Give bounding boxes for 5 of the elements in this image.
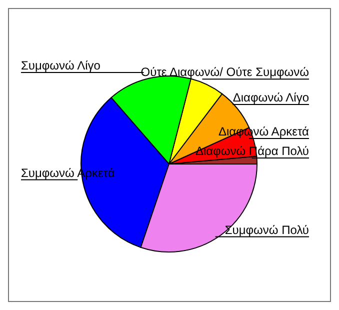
- slice-label: Διαφωνώ Λίγο: [232, 90, 310, 104]
- slice-label: Ούτε Διαφωνώ/ Ούτε Συμφωνώ: [140, 65, 309, 80]
- slice-label: Διαφωνώ Αρκετά: [218, 124, 310, 139]
- slice-label: Συμφωνώ Πολύ: [224, 222, 309, 237]
- slice-label: Συμφωνώ Λίγο: [21, 58, 101, 72]
